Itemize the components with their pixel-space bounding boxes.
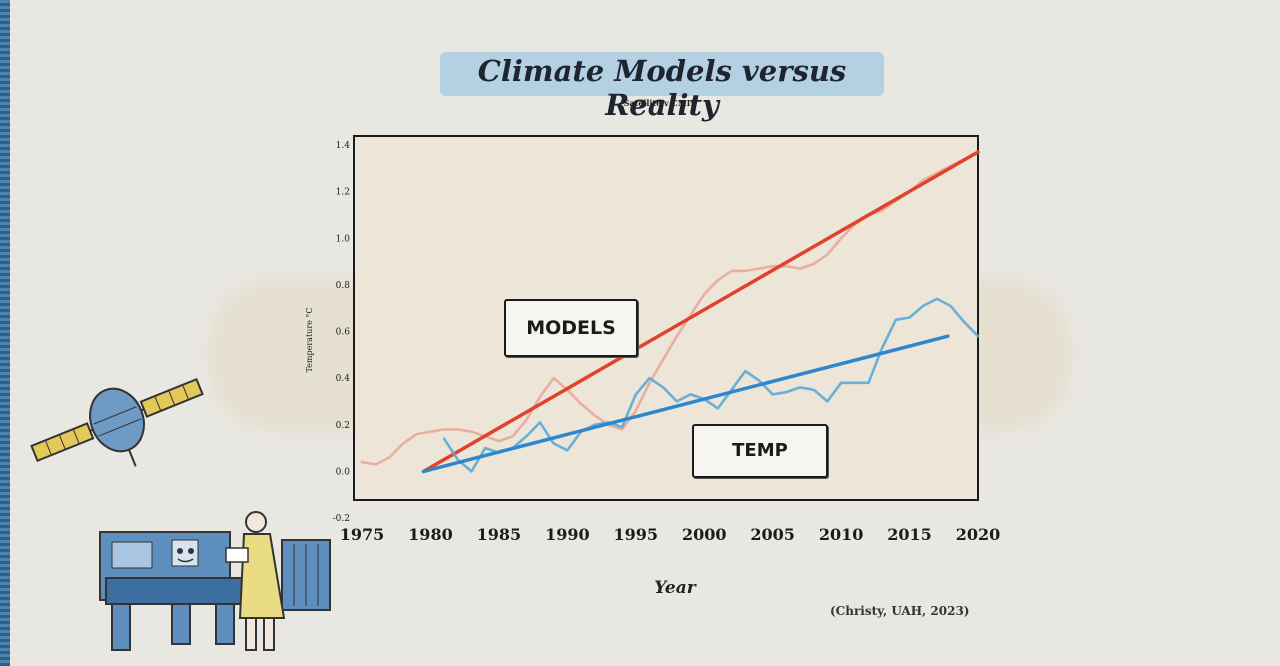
chart-title: Climate Models versus Reality <box>477 54 847 122</box>
title-highlight <box>440 52 884 96</box>
y-tick-label-7: 1.0 <box>336 234 351 244</box>
models-label: MODELS <box>504 299 638 357</box>
x-tick-label-4: 1990 <box>545 525 590 544</box>
x-tick-label-10: 2020 <box>956 525 1001 544</box>
x-tick-label-2: 1980 <box>408 525 453 544</box>
y-tick-label-4: 0.4 <box>336 374 351 384</box>
y-tick-label-5: 0.6 <box>336 328 351 338</box>
y-tick-label-8: 1.2 <box>336 188 350 198</box>
x-tick-label-7: 2005 <box>750 525 795 544</box>
x-axis-title: Year <box>654 578 696 598</box>
y-tick-label-2: 0.0 <box>336 467 351 477</box>
x-tick-label-8: 2010 <box>819 525 864 544</box>
control-desk <box>105 577 257 605</box>
operator-coat <box>238 533 286 619</box>
x-tick-label-9: 2015 <box>887 525 932 544</box>
computer-operator-illustration <box>99 511 331 651</box>
source-citation: (Christy, UAH, 2023) <box>830 604 970 618</box>
y-tick-label-6: 0.8 <box>336 281 351 291</box>
x-tick-label-5: 1995 <box>614 525 659 544</box>
satellite-illustration <box>30 377 204 467</box>
y-tick-label-1: -0.2 <box>333 514 350 524</box>
x-tick-label-3: 1985 <box>477 525 522 544</box>
x-tick-label-6: 2000 <box>682 525 727 544</box>
satellite-body <box>89 387 145 453</box>
clipboard <box>225 547 249 563</box>
series-line-4 <box>421 334 950 474</box>
series-line-2 <box>421 150 980 474</box>
chart-subtitle: Satellite v CMIP <box>623 98 697 108</box>
y-axis-title: Temperature °C <box>305 307 314 372</box>
series-line-3 <box>442 297 980 473</box>
plot-frame <box>353 135 979 501</box>
x-tick-label-1: 1975 <box>340 525 385 544</box>
left-edge-strip <box>0 0 10 666</box>
temp-label: TEMP <box>692 424 828 478</box>
y-tick-label-3: 0.2 <box>336 421 350 431</box>
y-tick-label-9: 1.4 <box>336 141 351 151</box>
operator-head <box>245 511 267 533</box>
